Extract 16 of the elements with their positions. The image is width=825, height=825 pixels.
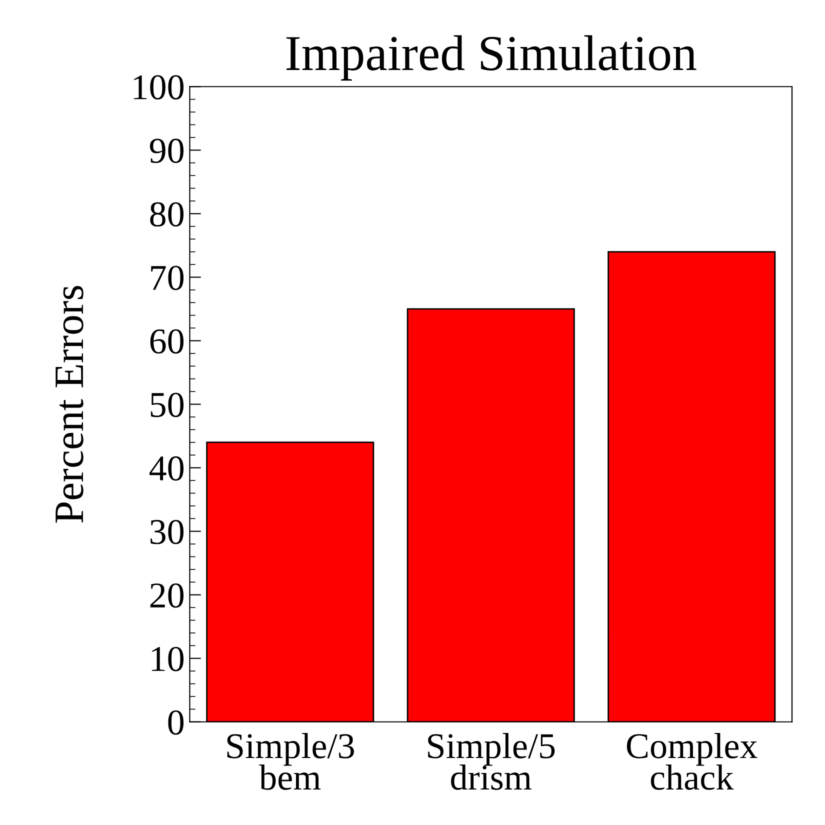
y-tick-label: 80 — [150, 202, 184, 227]
y-tick-label: 60 — [150, 329, 184, 354]
y-tick-label: 20 — [150, 583, 184, 608]
y-tick-label: 90 — [150, 138, 184, 164]
x-tick-label: Simple/3 bem — [227, 732, 354, 790]
y-tick-label: 100 — [134, 75, 184, 100]
y-tick-label: 40 — [149, 456, 184, 481]
x-tick-label: Simple/5 drism — [428, 732, 555, 790]
y-axis-title: Percent Errors — [56, 286, 84, 523]
chart-title: Impaired Simulation — [286, 35, 696, 81]
x-tick-label: Complex chack — [626, 732, 758, 790]
y-tick-label: 70 — [151, 266, 184, 290]
y-tick-label: 50 — [150, 392, 184, 418]
y-tick-label: 30 — [150, 520, 184, 544]
y-tick-label: 10 — [152, 646, 184, 672]
y-tick-label: 0 — [168, 710, 184, 735]
